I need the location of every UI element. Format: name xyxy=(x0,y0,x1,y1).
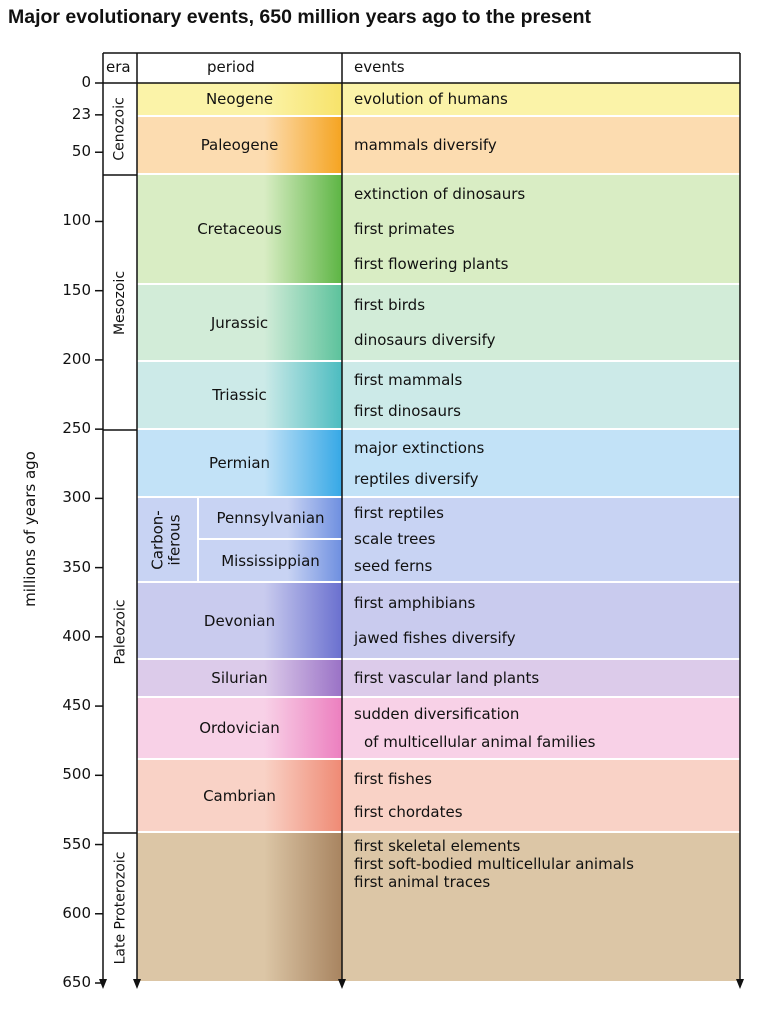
arrow xyxy=(338,979,346,989)
tick-label: 650 xyxy=(62,973,91,991)
period-name: Silurian xyxy=(211,669,268,687)
header-events: events xyxy=(354,58,405,76)
event-text: extinction of dinosaurs xyxy=(354,185,526,204)
event-text: evolution of humans xyxy=(354,90,508,108)
period-cell xyxy=(137,833,342,983)
subgroup-cell: Carbon-iferous xyxy=(137,498,197,583)
period-cell: Pennsylvanian xyxy=(197,498,342,540)
events-cell: first mammals first dinosaurs xyxy=(342,362,740,430)
period-name: Permian xyxy=(208,454,271,472)
event-text: first chordates xyxy=(354,803,463,822)
arrow xyxy=(736,979,744,989)
arrow xyxy=(133,979,141,989)
events-cell: first vascular land plants xyxy=(342,660,740,698)
event-text: mammals diversify xyxy=(354,136,497,154)
events-cell: mammals diversify xyxy=(342,117,740,175)
event-text: first animal traces xyxy=(354,873,491,891)
event-text: reptiles diversify xyxy=(354,469,479,488)
tick-label: 200 xyxy=(62,349,91,368)
period-name: Neogene xyxy=(205,90,274,108)
event-text: first dinosaurs xyxy=(354,401,461,420)
tick-label: 150 xyxy=(62,280,91,299)
event-text: first birds xyxy=(354,295,426,314)
title: Major evolutionary events, 650 million y… xyxy=(8,6,592,28)
events-cell: major extinctions reptiles diversify xyxy=(342,430,740,498)
event-text: first vascular land plants xyxy=(354,669,540,687)
tick-label: 600 xyxy=(62,903,91,922)
event-text: first mammals xyxy=(354,370,463,389)
event-text: of multicellular animal families xyxy=(364,733,596,751)
period-name: Cambrian xyxy=(203,786,276,805)
header-era: era xyxy=(106,58,131,76)
events-cell: first fishes first chordates xyxy=(342,760,740,833)
period-name: Devonian xyxy=(203,611,276,630)
period-cell: Permian xyxy=(137,430,342,498)
tick-label: 250 xyxy=(62,419,91,438)
tick-label: 100 xyxy=(62,211,91,230)
period-name: Triassic xyxy=(212,386,267,404)
event-text: sudden diversification xyxy=(354,705,520,723)
event-text: first skeletal elements xyxy=(354,837,521,855)
tick-label: 400 xyxy=(62,626,91,645)
tick-label: 23 xyxy=(71,104,91,123)
event-text: dinosaurs diversify xyxy=(354,331,496,350)
events-cell: first reptiles scale trees seed ferns xyxy=(342,498,740,583)
period-name: Paleogene xyxy=(200,136,279,154)
period-cell: Silurian xyxy=(137,660,342,698)
period-name: Mississippian xyxy=(221,551,320,570)
header-period: period xyxy=(207,58,255,76)
events-cell: first amphibians jawed fishes diversify xyxy=(342,583,740,660)
event-text: major extinctions xyxy=(354,438,485,457)
event-text: first fishes xyxy=(354,769,432,788)
period-name: Ordovician xyxy=(199,719,280,737)
tick-label: 450 xyxy=(62,696,91,715)
events-cell: extinction of dinosaurs first primates fir… xyxy=(342,175,740,285)
events-cell: evolution of humans xyxy=(342,83,740,117)
period-cell: Cretaceous xyxy=(137,175,342,285)
period-cell: Jurassic xyxy=(137,285,342,362)
arrow xyxy=(99,979,107,989)
events-cell: first skeletal elements first soft-bodied… xyxy=(342,833,740,983)
period-cell: Triassic xyxy=(137,362,342,430)
tick-label: 300 xyxy=(62,488,91,507)
events-cell: sudden diversification of multicellular a… xyxy=(342,698,740,760)
period-name: Jurassic xyxy=(210,313,269,332)
period-cell: Devonian xyxy=(137,583,342,660)
event-text: jawed fishes diversify xyxy=(354,629,516,648)
period-cell: Mississippian xyxy=(197,540,342,583)
period-cell: Cambrian xyxy=(137,760,342,833)
period-name: Cretaceous xyxy=(197,220,282,238)
event-text: first soft-bodied multicellular animals xyxy=(354,855,634,873)
tick-label: 350 xyxy=(62,557,91,576)
events-cell: first birds dinosaurs diversify xyxy=(342,285,740,362)
event-text: first flowering plants xyxy=(354,254,509,273)
tick-label: 0 xyxy=(81,73,91,91)
tick-label: 500 xyxy=(62,765,91,784)
period-cell: Ordovician xyxy=(137,698,342,760)
event-text: first amphibians xyxy=(354,593,476,612)
event-text: seed ferns xyxy=(354,556,433,575)
event-text: first reptiles xyxy=(354,504,444,523)
event-text: scale trees xyxy=(354,530,436,549)
tick-label: 50 xyxy=(71,142,91,161)
period-name: Pennsylvanian xyxy=(216,509,325,527)
period-cell: Paleogene xyxy=(137,117,342,175)
event-text: first primates xyxy=(354,219,455,238)
tick-label: 550 xyxy=(62,834,91,853)
period-cell: Neogene xyxy=(137,83,342,117)
